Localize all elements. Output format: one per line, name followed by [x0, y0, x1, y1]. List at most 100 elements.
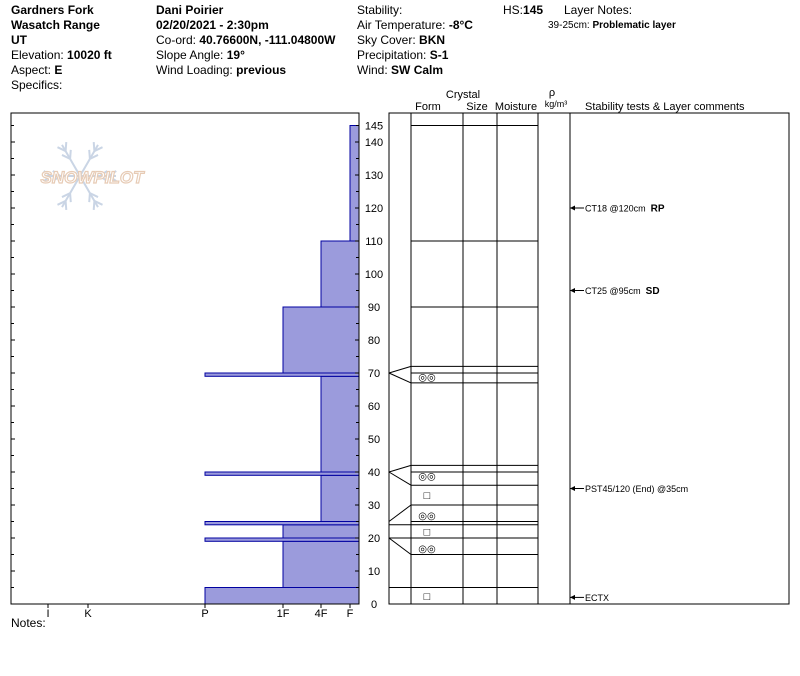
- chart-axes: 0 10 20 30 40 50 60 70 80 90 100 110 120 130 140 145 I K P…: [10, 112, 383, 620]
- hardness-bar: [349, 125, 360, 242]
- observation-datetime: 02/20/2021 - 2:30pm: [156, 18, 269, 32]
- layer-note-text: Problematic layer: [592, 20, 676, 31]
- depth-tick-label: 120: [365, 203, 383, 215]
- arrow-head-icon: [570, 205, 575, 211]
- hardness-bar: [320, 240, 360, 308]
- layer-notes-label: Layer Notes:: [564, 3, 633, 17]
- hardness-tick-label: F: [347, 608, 354, 620]
- hardness-bar: [282, 540, 360, 588]
- air-temp-label: Air Temperature:: [357, 18, 446, 32]
- depth-tick-label: 90: [368, 302, 380, 314]
- boundary-connector: [388, 504, 412, 522]
- state-name: UT: [11, 33, 27, 47]
- crystal-form-symbol: ◎◎: [418, 544, 436, 555]
- wind-loading-value: previous: [236, 63, 287, 77]
- hardness-bar: [204, 587, 360, 605]
- boundary-connector: [388, 464, 412, 473]
- stability-test-label: CT18 @120cm RP: [585, 204, 665, 215]
- coord-label: Co-ord:: [156, 33, 197, 47]
- hardness-bar: [282, 524, 360, 539]
- crystal-form-symbol: ◎◎: [418, 372, 436, 383]
- layer-note-range: 39-25cm:: [548, 20, 590, 31]
- depth-tick-label: 100: [365, 269, 383, 281]
- depth-tick-label: 140: [365, 137, 383, 149]
- depth-tick-label: 145: [365, 121, 383, 133]
- stability-tests: CT18 @120cm RP CT25 @95cm SD PST45/120 (End)…: [570, 204, 688, 603]
- depth-tick-label: 130: [365, 170, 383, 182]
- crystal-form-symbol: □: [424, 526, 431, 538]
- hardness-plot-frame: [10, 112, 360, 605]
- observer-name: Dani Poirier: [156, 3, 224, 17]
- location-name: Gardners Fork: [11, 3, 94, 17]
- layer-table: [388, 112, 790, 605]
- depth-tick-label: 60: [368, 401, 380, 413]
- sky-cover-label: Sky Cover:: [357, 33, 416, 47]
- stability-test-label: PST45/120 (End) @35cm: [585, 484, 688, 494]
- snowflake-icon: [43, 142, 117, 210]
- boundary-connector: [388, 365, 412, 374]
- hardness-tick-label: I: [46, 608, 49, 620]
- crystal-form-symbol: ◎◎: [418, 471, 436, 482]
- depth-tick-label: 40: [368, 467, 380, 479]
- layer-table-headers: Crystal Form Size Moisture ρ kg/m³ Stabi…: [415, 87, 745, 113]
- wind-label: Wind:: [357, 63, 388, 77]
- boundary-connector: [388, 471, 412, 486]
- hardness-bars: [204, 125, 360, 605]
- hardness-bar: [282, 306, 360, 374]
- depth-tick-label: 30: [368, 500, 380, 512]
- sky-cover-value: BKN: [419, 33, 446, 47]
- depth-tick-label: 0: [371, 599, 377, 611]
- hardness-bar: [320, 375, 360, 473]
- hs-label: HS:: [503, 3, 524, 17]
- crystal-forms: □ ◎◎ □ ◎◎ □ ◎◎ ◎◎: [418, 372, 436, 602]
- wind-loading-label: Wind Loading:: [156, 63, 233, 77]
- range-name: Wasatch Range: [11, 18, 100, 32]
- snowpilot-watermark: SNOWPILOT: [40, 142, 146, 210]
- boundary-connector: [388, 372, 412, 384]
- depth-tick-label: 70: [368, 368, 380, 380]
- layer-table-frame: [388, 112, 790, 605]
- elevation-label: Elevation:: [11, 48, 64, 62]
- boundary-connector: [388, 537, 412, 555]
- arrow-head-icon: [570, 486, 575, 491]
- crystal-form-symbol: □: [424, 591, 431, 603]
- hs-value: 145: [523, 3, 544, 17]
- size-header: Size: [466, 101, 487, 113]
- notes-label: Notes:: [11, 616, 46, 630]
- specifics-label: Specifics:: [11, 78, 63, 92]
- arrow-head-icon: [570, 288, 575, 293]
- crystal-form-symbol: ◎◎: [418, 511, 436, 522]
- hardness-tick-label: P: [201, 608, 208, 620]
- depth-tick-label: 10: [368, 566, 380, 578]
- moisture-header: Moisture: [495, 101, 537, 113]
- aspect-label: Aspect:: [11, 63, 52, 77]
- hardness-tick-label: 4F: [315, 608, 328, 620]
- rho-header: ρ: [549, 87, 555, 99]
- depth-tick-label: 80: [368, 335, 380, 347]
- density-unit-header: kg/m³: [545, 99, 568, 109]
- crystal-form-symbol: □: [424, 490, 431, 502]
- slope-label: Slope Angle:: [156, 48, 224, 62]
- stability-test-label: CT25 @95cm SD: [585, 286, 660, 297]
- header-weather-block: Stability: Air Temperature: -8°C Sky Cov…: [357, 3, 473, 78]
- layer-note-line: 39-25cm: Problematic layer: [548, 18, 676, 33]
- hs-block: HS:145: [503, 3, 543, 18]
- precip-label: Precipitation:: [357, 48, 427, 62]
- coord-value: 40.76600N, -111.04800W: [199, 33, 336, 47]
- hardness-tick-label: 1F: [277, 608, 290, 620]
- arrow-head-icon: [570, 594, 575, 600]
- watermark-text: SNOWPILOT: [41, 168, 146, 187]
- aspect-value: E: [54, 63, 63, 77]
- stability-test-label: ECTX: [585, 593, 609, 603]
- elevation-value: 10020 ft: [67, 48, 112, 62]
- slope-value: 19°: [226, 48, 245, 62]
- header-observer-block: Dani Poirier 02/20/2021 - 2:30pm Co-ord:…: [156, 3, 335, 78]
- comments-header: Stability tests & Layer comments: [585, 101, 745, 113]
- depth-tick-label: 110: [365, 236, 383, 248]
- depth-tick-label: 20: [368, 533, 380, 545]
- crystal-header: Crystal: [446, 89, 480, 101]
- wind-value: SW Calm: [391, 63, 444, 77]
- form-header: Form: [415, 101, 441, 113]
- depth-tick-label: 50: [368, 434, 380, 446]
